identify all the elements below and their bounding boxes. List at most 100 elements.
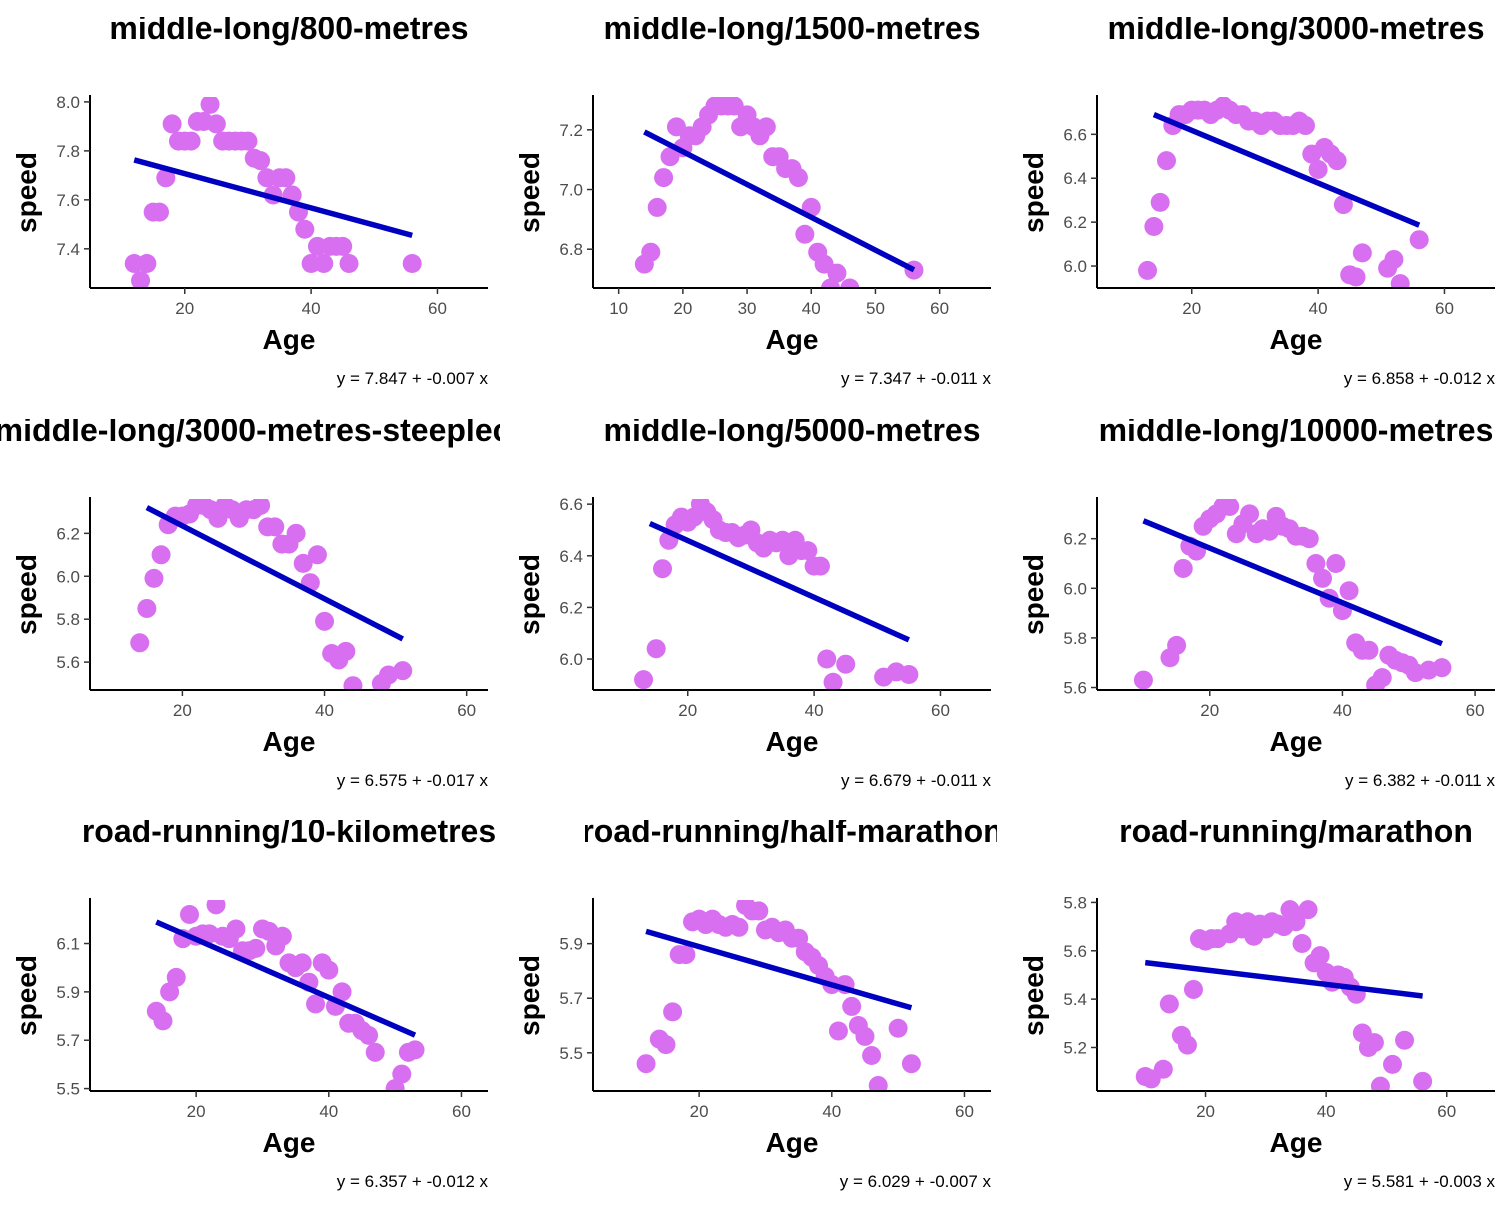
data-point [1167,635,1187,655]
panel-5: middle-long/5000-metres 20 40 60 6.0 6.2 6.4 6.… [514,419,991,790]
data-point [265,517,285,537]
x-tick-label: 20 [690,1102,709,1121]
equation-label: y = 6.357 + -0.012 x [337,1172,489,1191]
data-point [1364,1033,1384,1053]
data-point [1220,499,1240,516]
x-tick-label: 20 [1200,701,1219,720]
data-point [393,661,413,681]
y-tick-label: 5.8 [1063,893,1087,912]
data-point [315,611,335,631]
data-point [1133,670,1153,690]
x-axis-title: Age [1270,324,1323,355]
regression-line [643,129,916,273]
data-point [153,1011,173,1031]
data-point [1138,260,1158,280]
data-point [634,670,654,690]
data-point [1286,912,1306,932]
regression-line [1144,959,1423,999]
x-tick-label: 20 [678,701,697,720]
data-point [1327,151,1347,171]
y-tick-label: 6.2 [559,598,583,617]
data-point [319,960,339,980]
panel-8: road-running/half-marathon 20 40 60 5.5 5.7 5.… [514,813,1002,1191]
data-point [402,254,422,274]
data-point [392,1064,412,1084]
y-tick-label: 6.6 [1063,125,1087,144]
data-point [810,556,830,576]
data-point [1333,195,1353,215]
data-point [1310,946,1330,966]
x-tick-label: 20 [1196,1102,1215,1121]
equation-label: y = 6.575 + -0.017 x [337,771,489,790]
data-point [1177,1035,1197,1055]
y-tick-label: 6.6 [559,495,583,514]
data-point [160,982,180,1002]
points [130,499,413,690]
equation-label: y = 6.858 + -0.012 x [1344,369,1496,388]
data-point [200,97,220,114]
panel-title: road-running/half-marathon [581,813,1002,849]
panel-7: road-running/10-kilometres 20 40 60 5.5 5.7 5.… [11,820,496,1191]
data-point [131,271,151,288]
data-point [1150,192,1170,212]
data-point [828,1021,848,1041]
x-tick-label: 20 [1182,299,1201,318]
y-tick-label: 5.6 [1063,679,1087,698]
data-point [636,1054,656,1074]
data-point [365,1042,385,1062]
data-point [855,1026,875,1046]
y-tick-label: 5.7 [559,989,583,1008]
y-tick-label: 5.4 [1063,990,1087,1009]
data-point [656,1035,676,1055]
y-tick-label: 5.9 [559,935,583,954]
data-point [180,905,199,925]
data-point [292,953,312,973]
data-point [1370,1076,1390,1091]
data-point [899,665,919,685]
x-tick-label: 20 [187,1102,206,1121]
data-point [272,926,292,946]
y-axis-title: speed [1018,152,1049,233]
data-point [226,919,246,939]
data-point [162,114,182,134]
y-tick-label: 6.0 [559,650,583,669]
data-point [144,568,164,588]
y-tick-label: 6.0 [1063,257,1087,276]
data-point [1432,658,1452,678]
data-point [130,633,150,653]
data-point [1153,1059,1173,1079]
x-tick-label: 20 [173,701,192,720]
x-tick-label: 40 [315,701,334,720]
x-tick-label: 50 [866,299,885,318]
points [146,900,425,1091]
y-tick-label: 8.0 [56,93,80,112]
y-axis-title: speed [11,152,42,233]
x-tick-label: 20 [175,299,194,318]
x-tick-label: 40 [1317,1102,1336,1121]
data-point [238,131,258,151]
data-point [729,917,749,937]
data-point [1144,217,1164,237]
data-point [663,1002,683,1022]
regression-line [145,505,404,642]
y-tick-label: 7.0 [559,181,583,200]
x-tick-label: 60 [1435,299,1454,318]
data-point [1308,159,1328,179]
panel-title: middle-long/10000-metres [1099,412,1494,448]
data-point [276,168,296,188]
data-point [181,131,201,151]
y-tick-label: 6.0 [56,567,80,586]
data-point [166,967,186,987]
y-tick-label: 7.8 [56,142,80,161]
data-point [1372,668,1392,688]
panel-1: middle-long/800-metres 20 40 60 7.4 7.6 7.8 8.0… [11,17,488,388]
data-point [1346,267,1366,287]
data-point [293,553,313,573]
panel-title: middle-long/1500-metres [604,10,981,46]
x-tick-label: 60 [930,299,949,318]
data-point [343,676,363,690]
x-tick-label: 20 [673,299,692,318]
regression-line [1142,518,1443,647]
x-axis-title: Age [1270,726,1323,757]
points [634,499,919,690]
